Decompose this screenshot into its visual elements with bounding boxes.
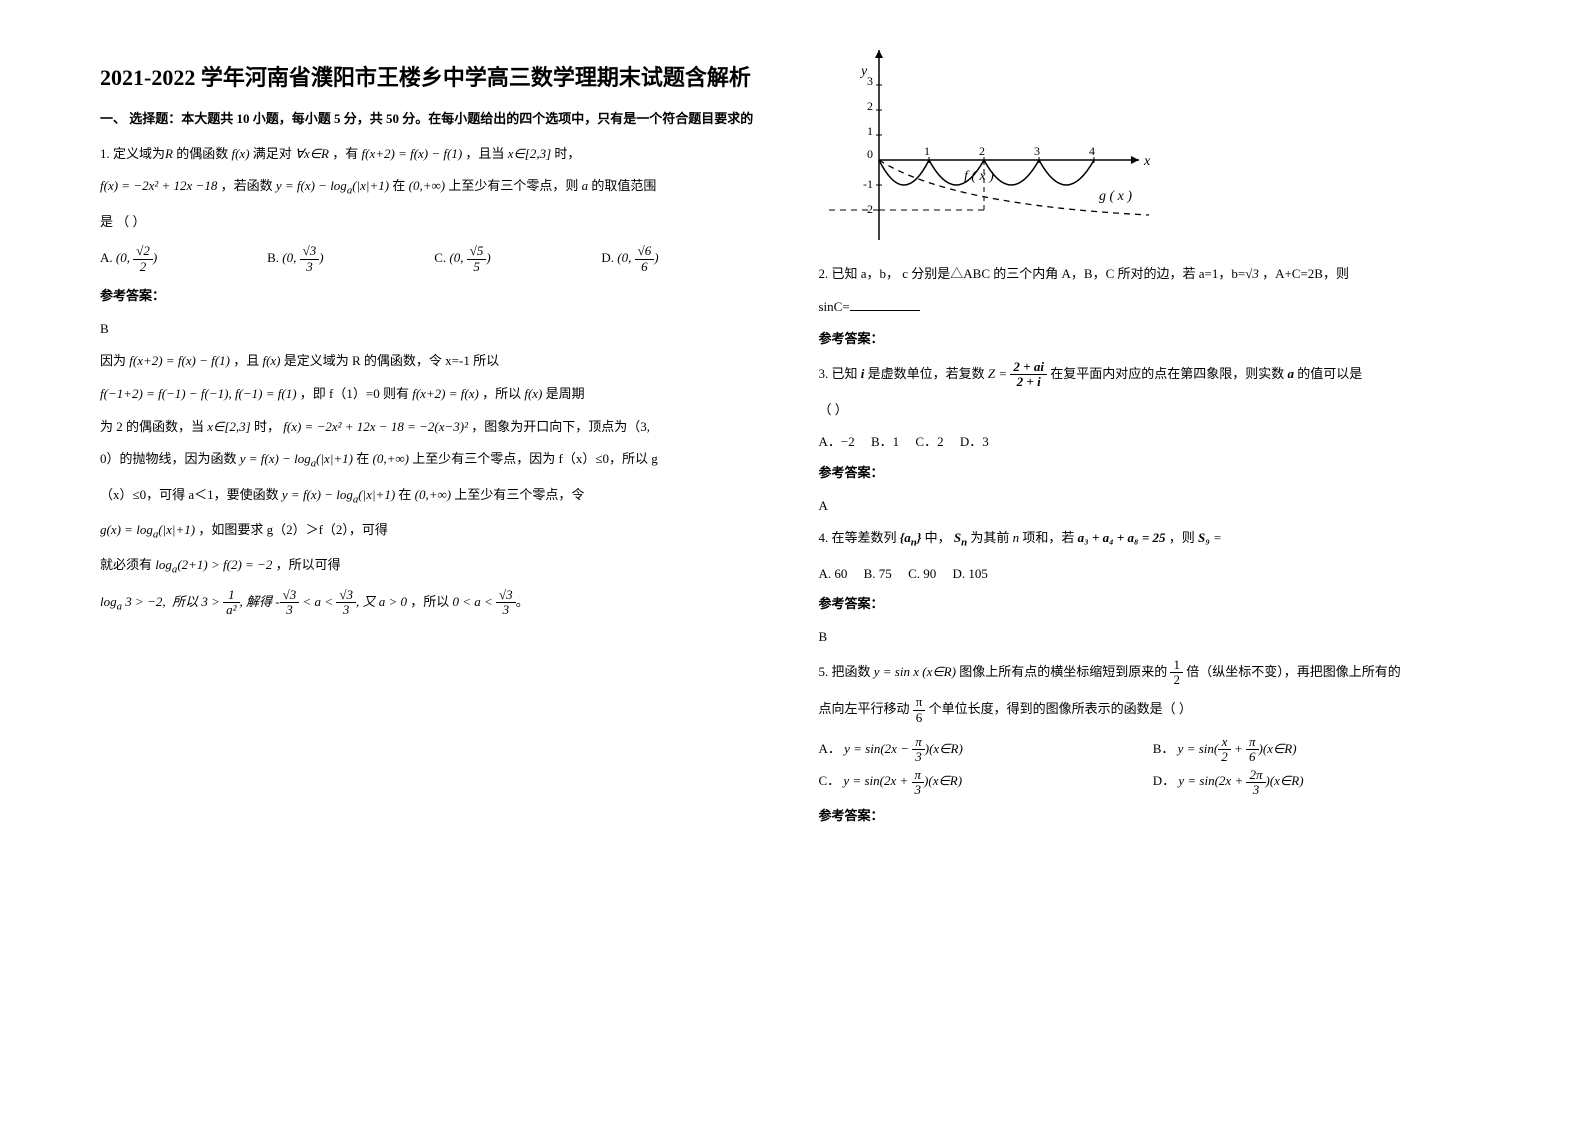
- q1-sol7: 就必须有 loga(2+1) > f(2) = −2 ，所以可得: [100, 553, 769, 580]
- q1-answer-label: 参考答案：: [100, 284, 769, 309]
- q2-stem: 2. 已知 a，b， c 分别是△ABC 的三个内角 A，B，C 所对的边，若 …: [819, 262, 1488, 287]
- q4-answer: B: [819, 625, 1488, 650]
- q5-optC: C． y = sin(2x + π3)(x∈R): [819, 765, 1153, 798]
- right-column: y x 0 1 2 3 -1 -2 1 2 3 4: [819, 40, 1488, 835]
- q1-line2: f(x) = −2x² + 12x −18 ，若函数 y = f(x) − lo…: [100, 174, 769, 201]
- page-title: 2021-2022 学年河南省濮阳市王楼乡中学高三数学理期末试题含解析: [100, 60, 769, 92]
- q3-answer: A: [819, 494, 1488, 519]
- q1-optD: D. (0, √66): [601, 244, 768, 274]
- q1-answer: B: [100, 317, 769, 342]
- q1-optA: A. (0, √22): [100, 244, 267, 274]
- q5-answer-label: 参考答案：: [819, 804, 1488, 829]
- svg-text:3: 3: [867, 74, 873, 88]
- q1-sol3: 为 2 的偶函数，当 x∈[2,3] 时， f(x) = −2x² + 12x …: [100, 415, 769, 440]
- svg-text:-1: -1: [863, 177, 873, 191]
- q2-blank: sinC=: [819, 295, 1488, 320]
- svg-text:g ( x ): g ( x ): [1099, 189, 1132, 204]
- q1-sol2: f(−1+2) = f(−1) − f(−1), f(−1) = f(1) ，即…: [100, 382, 769, 407]
- svg-text:0: 0: [867, 147, 873, 161]
- svg-text:2: 2: [979, 144, 985, 158]
- q4-answer-label: 参考答案：: [819, 592, 1488, 617]
- q3-options: A．−2 B．1 C．2 D．3: [819, 430, 1488, 455]
- q3-answer-label: 参考答案：: [819, 461, 1488, 486]
- svg-text:1: 1: [867, 124, 873, 138]
- q3-stem: 3. 已知 i 是虚数单位，若复数 Z = 2 + ai2 + i 在复平面内对…: [819, 360, 1488, 390]
- q5-optB: B． y = sin(x2 + π6)(x∈R): [1153, 733, 1487, 766]
- section-heading: 一、 选择题：本大题共 10 小题，每小题 5 分，共 50 分。在每小题给出的…: [100, 107, 769, 132]
- q1-sol8: loga 3 > −2, 所以 3 > 1a², 解得 -√33 < a < √…: [100, 588, 769, 618]
- q1-sol5: （x）≤0，可得 a＜1，要使函数 y = f(x) − loga(|x|+1)…: [100, 483, 769, 510]
- q2-answer-label: 参考答案：: [819, 327, 1488, 352]
- q1-optB: B. (0, √33): [267, 244, 434, 274]
- svg-text:1: 1: [924, 144, 930, 158]
- q1-options: A. (0, √22) B. (0, √33) C. (0, √55) D. (…: [100, 244, 769, 274]
- q4-options: A. 60 B. 75 C. 90 D. 105: [819, 562, 1488, 587]
- svg-text:3: 3: [1034, 144, 1040, 158]
- q1-sol6: g(x) = loga(|x|+1) ，如图要求 g（2）＞f（2），可得: [100, 518, 769, 545]
- q3-bracket: （ ）: [819, 398, 1488, 423]
- left-column: 2021-2022 学年河南省濮阳市王楼乡中学高三数学理期末试题含解析 一、 选…: [100, 40, 769, 835]
- svg-text:2: 2: [867, 99, 873, 113]
- q1-stem: 1. 定义域为R 的偶函数 f(x) 满足对 ∀x∈R ，有 f(x+2) = …: [100, 142, 769, 167]
- svg-text:4: 4: [1089, 144, 1095, 158]
- blank-line: [850, 297, 920, 311]
- q5-stem2: 点向左平行移动 π6 个单位长度，得到的图像所表示的函数是（ ）: [819, 695, 1488, 725]
- q4-stem: 4. 在等差数列 {an} 中， Sn 为其前 n 项和，若 a₃ + a₄ +…: [819, 526, 1488, 553]
- q5-options: A． y = sin(2x − π3)(x∈R) B． y = sin(x2 +…: [819, 733, 1488, 798]
- svg-text:x: x: [1143, 154, 1151, 169]
- q1-sol1: 因为 f(x+2) = f(x) − f(1) ，且 f(x) 是定义域为 R …: [100, 349, 769, 374]
- q5-stem: 5. 把函数 y = sin x (x∈R) 图像上所有点的横坐标缩短到原来的 …: [819, 658, 1488, 688]
- svg-text:-2: -2: [863, 202, 873, 216]
- q1-graph: y x 0 1 2 3 -1 -2 1 2 3 4: [819, 40, 1159, 250]
- q1-bracket: 是 （ ）: [100, 210, 769, 235]
- q1-optC: C. (0, √55): [434, 244, 601, 274]
- svg-text:f ( x ): f ( x ): [964, 169, 994, 184]
- q1-sol4: 0）的抛物线，因为函数 y = f(x) − loga(|x|+1) 在 (0,…: [100, 447, 769, 474]
- q5-optD: D． y = sin(2x + 2π3)(x∈R): [1153, 765, 1487, 798]
- q5-optA: A． y = sin(2x − π3)(x∈R): [819, 733, 1153, 766]
